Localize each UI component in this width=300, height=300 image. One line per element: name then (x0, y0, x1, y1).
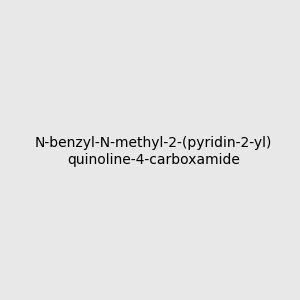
Text: N-benzyl-N-methyl-2-(pyridin-2-yl)
quinoline-4-carboxamide: N-benzyl-N-methyl-2-(pyridin-2-yl) quino… (35, 136, 272, 166)
